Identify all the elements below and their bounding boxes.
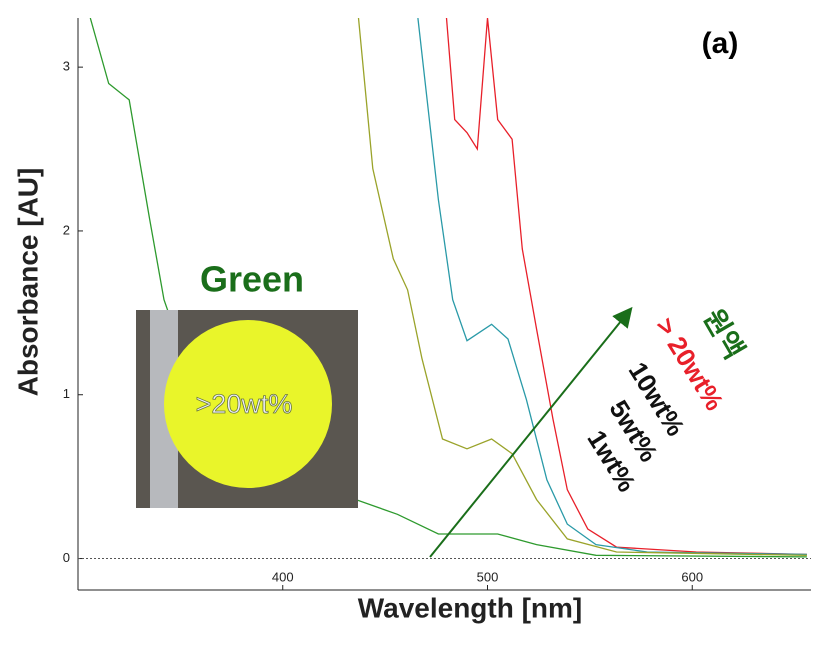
y-tick-label: 1 xyxy=(63,386,70,401)
x-tick-label: 400 xyxy=(272,569,294,584)
series-line xyxy=(445,18,807,556)
inset-title: Green xyxy=(200,259,304,300)
y-tick-label: 2 xyxy=(63,222,70,237)
y-axis-label: Absorbance [AU] xyxy=(12,168,43,397)
x-axis-label: Wavelength [nm] xyxy=(358,592,583,623)
x-tick-label: 600 xyxy=(681,569,703,584)
trend-arrow xyxy=(429,306,633,558)
extra-label: 원액 xyxy=(698,304,751,364)
y-tick-label: 0 xyxy=(63,550,70,565)
inset-label: >20wt% xyxy=(196,389,293,419)
y-tick-label: 3 xyxy=(63,59,70,74)
panel-label: (a) xyxy=(702,27,739,60)
inset: >20wt% xyxy=(136,310,358,508)
series-line xyxy=(417,18,807,556)
x-tick-label: 500 xyxy=(477,569,499,584)
series-line xyxy=(357,18,807,556)
